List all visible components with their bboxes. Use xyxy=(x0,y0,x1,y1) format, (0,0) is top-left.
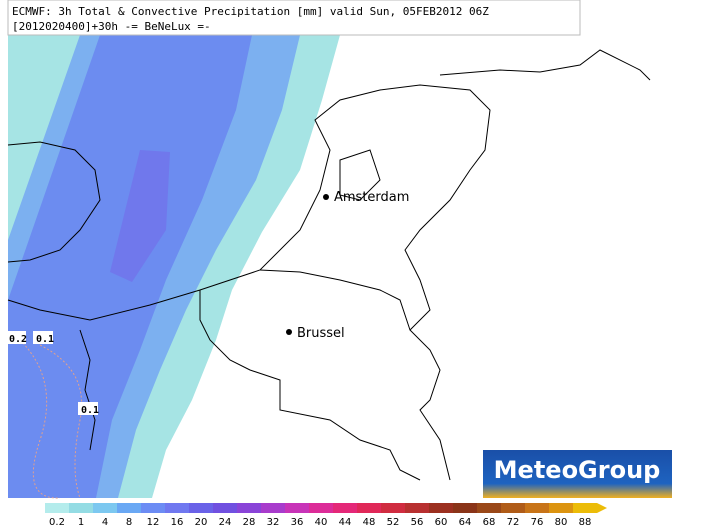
colorbar-swatch xyxy=(93,503,117,513)
contour-label: 0.1 xyxy=(36,334,54,345)
precipitation xyxy=(8,35,340,498)
coastline xyxy=(79,329,96,451)
colorbar-label: 80 xyxy=(555,517,568,528)
colorbar-label: 1 xyxy=(78,517,84,528)
subtitle: [2012020400]+30h -= BeNeLux =- xyxy=(12,20,211,33)
cities: Amsterdam Brussel xyxy=(286,190,409,341)
colorbar-label: 88 xyxy=(579,517,592,528)
contour xyxy=(39,344,83,499)
colorbar-label: 76 xyxy=(531,517,544,528)
colorbar-swatch xyxy=(213,503,237,513)
colorbar-label: 40 xyxy=(315,517,328,528)
title: ECMWF: 3h Total & Convective Precipitati… xyxy=(12,5,489,18)
contours xyxy=(19,339,83,499)
colorbar-label: 16 xyxy=(171,517,184,528)
colorbar-label: 0.2 xyxy=(49,517,65,528)
colorbar-arrow xyxy=(597,503,607,513)
colorbar-label: 24 xyxy=(219,517,232,528)
colorbar: 0.2 1 4 8 12 16 20 24 28 32 36 40 44 48 52 56 60 64 68 72 76… xyxy=(45,503,607,528)
precip-band xyxy=(110,150,170,282)
colorbar-label: 44 xyxy=(339,517,352,528)
colorbar-label: 52 xyxy=(387,517,400,528)
colorbar-swatch xyxy=(69,503,93,513)
colorbar-label: 4 xyxy=(102,517,108,528)
colorbar-swatch xyxy=(477,503,501,513)
colorbar-swatch xyxy=(237,503,261,513)
contour-label: 0.1 xyxy=(81,405,99,416)
contour-labels: 0.2 0.1 0.1 xyxy=(8,331,99,416)
logo xyxy=(483,450,672,498)
lake xyxy=(339,149,381,201)
colorbar-label: 20 xyxy=(195,517,208,528)
colorbar-label: 8 xyxy=(126,517,132,528)
colorbar-swatch xyxy=(525,503,549,513)
border xyxy=(199,290,421,481)
city-label: Amsterdam xyxy=(334,190,409,205)
title-box xyxy=(7,0,581,36)
colorbar-label: 12 xyxy=(147,517,160,528)
coastlines xyxy=(7,49,651,481)
colorbar-swatch xyxy=(405,503,429,513)
colorbar-swatch xyxy=(333,503,357,513)
colorbar-swatch xyxy=(381,503,405,513)
colorbar-label: 64 xyxy=(459,517,472,528)
logo-text: MeteoGroup xyxy=(494,456,661,484)
colorbar-label: 36 xyxy=(291,517,304,528)
colorbar-swatch xyxy=(501,503,525,513)
colorbar-label: 72 xyxy=(507,517,520,528)
colorbar-swatch xyxy=(141,503,165,513)
colorbar-swatch xyxy=(117,503,141,513)
colorbar-swatch xyxy=(357,503,381,513)
colorbar-label: 60 xyxy=(435,517,448,528)
colorbar-swatch xyxy=(45,503,69,513)
colorbar-label: 32 xyxy=(267,517,280,528)
city-dot xyxy=(286,329,292,335)
colorbar-swatch xyxy=(453,503,477,513)
colorbar-swatch xyxy=(573,503,597,513)
colorbar-label: 56 xyxy=(411,517,424,528)
contour-label: 0.2 xyxy=(9,334,27,345)
colorbar-swatch xyxy=(261,503,285,513)
city-label: Brussel xyxy=(297,326,345,341)
coastline xyxy=(439,49,651,81)
colorbar-swatch xyxy=(165,503,189,513)
city-dot xyxy=(323,194,329,200)
colorbar-swatch xyxy=(429,503,453,513)
colorbar-swatch xyxy=(189,503,213,513)
border xyxy=(259,269,411,331)
colorbar-swatch xyxy=(285,503,309,513)
coastline xyxy=(7,84,491,481)
coastline xyxy=(7,141,101,263)
colorbar-label: 48 xyxy=(363,517,376,528)
colorbar-swatch xyxy=(309,503,333,513)
colorbar-swatch xyxy=(549,503,573,513)
colorbar-label: 68 xyxy=(483,517,496,528)
colorbar-label: 28 xyxy=(243,517,256,528)
